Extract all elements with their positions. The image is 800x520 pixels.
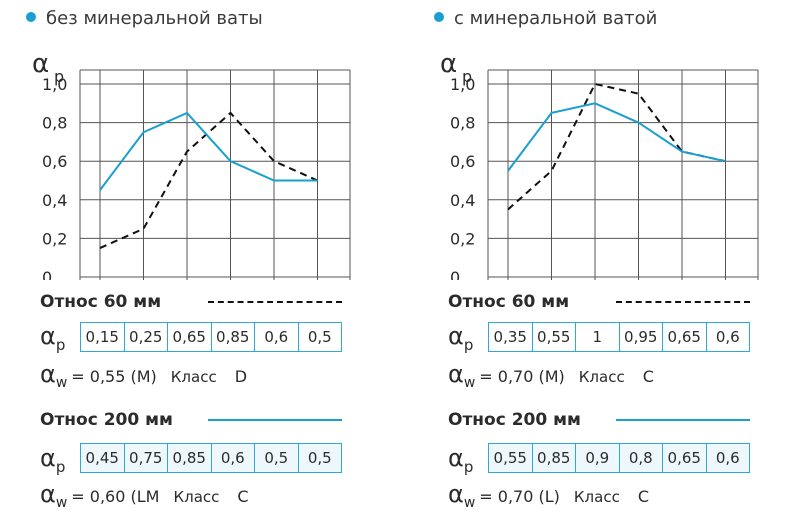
alpha-w-value: = 0,70 (M) (479, 367, 565, 386)
values-table-200: 0,55 0,85 0,9 0,8 0,65 0,6 (488, 443, 750, 473)
alpha-w-line-60: αw = 0,70 (M) Класс C (448, 360, 654, 391)
class-label: Класс (573, 488, 620, 506)
panel-title: без минеральной ваты (46, 8, 263, 29)
value-cell: 0,6 (255, 323, 299, 351)
y-axis-label-sub: p (54, 67, 64, 86)
value-cell: 0,15 (81, 323, 125, 351)
legend-dashed-line (208, 301, 342, 303)
value-cell: 0,35 (489, 323, 533, 351)
panel-without-wool: без минеральной ваты 00,20,40,60,81,0αp1… (26, 8, 351, 511)
alpha-w-line-200: αw = 0,70 (L) Класс C (448, 480, 649, 511)
class-label: Класс (578, 368, 625, 386)
series-line-200mm (507, 102, 726, 172)
alpha-w-value: = 0,55 (M) (71, 367, 157, 386)
y-tick-label: 0,4 (450, 191, 475, 210)
value-cell: 0,9 (576, 444, 620, 472)
value-cell: 0,65 (168, 323, 212, 351)
legend-dashed-line (616, 301, 750, 303)
bullet-icon (434, 12, 444, 22)
y-axis-label: α (32, 49, 49, 79)
alpha-p-label: αp (40, 322, 66, 354)
value-cell: 0,85 (212, 323, 255, 351)
legend-solid-line (616, 419, 750, 421)
grid (79, 69, 351, 280)
row-label-200: Относ 200 мм (448, 410, 581, 430)
y-tick-label: 0,2 (450, 229, 475, 248)
values-table-60: 0,35 0,55 1 0,95 0,65 0,6 (488, 322, 750, 352)
row-label-60: Относ 60 мм (448, 292, 570, 312)
class-value: C (637, 487, 649, 506)
value-cell: 0,85 (168, 444, 212, 472)
row-label-60: Относ 60 мм (40, 292, 162, 312)
values-table-60: 0,15 0,25 0,65 0,85 0,6 0,5 (80, 322, 342, 352)
value-cell: 0,85 (533, 444, 576, 472)
y-tick-label: 0 (42, 268, 52, 280)
alpha-w-line-200: αw = 0,60 (LM Класс C (40, 480, 249, 511)
row-label-200: Относ 200 мм (40, 410, 173, 430)
class-label: Класс (170, 368, 217, 386)
value-cell: 0,5 (307, 449, 332, 467)
value-cell: 0,65 (663, 323, 707, 351)
value-cell: 0,45 (81, 444, 125, 472)
y-tick-label: 0 (450, 268, 460, 280)
series-line-60mm (507, 82, 726, 211)
value-cell: 0,55 (489, 444, 533, 472)
y-tick-label: 0,6 (42, 152, 67, 171)
value-cell: 0,65 (663, 444, 707, 472)
y-tick-label: 0,4 (42, 191, 67, 210)
value-cell: 0,8 (620, 444, 663, 472)
y-tick-label: 0,8 (42, 114, 67, 133)
y-tick-label: 0,2 (42, 229, 67, 248)
panel-title: с минеральной ватой (454, 8, 658, 29)
value-cell: 0,6 (715, 449, 740, 467)
alpha-w-value: = 0,70 (L) (479, 487, 560, 506)
alpha-w-line-60: αw = 0,55 (M) Класс D (40, 360, 248, 391)
value-cell: 0,95 (620, 323, 663, 351)
value-cell: 0,6 (715, 328, 740, 346)
series-line-60mm (99, 111, 318, 249)
chart-without-wool: 00,20,40,60,81,0αp125250500100020004000Г… (32, 49, 351, 280)
alpha-w-value: = 0,60 (LM (71, 487, 160, 506)
panel-with-wool: с минеральной ватой 00,20,40,60,81,0αp12… (408, 0, 800, 520)
bullet-icon (26, 12, 36, 22)
alpha-p-label: αp (40, 444, 66, 476)
y-tick-label: 0,6 (450, 152, 475, 171)
y-tick-label: 1,0 (42, 75, 67, 94)
alpha-p-label: αp (448, 444, 474, 476)
y-axis-label: α (440, 49, 457, 79)
alpha-p-label: αp (448, 322, 474, 354)
legend-solid-line (208, 419, 342, 421)
series-line-200mm (99, 111, 318, 191)
values-table-200: 0,45 0,75 0,85 0,6 0,5 0,5 (80, 443, 342, 473)
value-cell: 0,25 (125, 323, 168, 351)
class-value: C (237, 487, 249, 506)
grid (487, 69, 759, 280)
y-tick-label: 0,8 (450, 114, 475, 133)
value-cell: 0,5 (255, 444, 299, 472)
chart-with-wool: 00,20,40,60,81,0αp125250500100020004000Г… (440, 49, 759, 280)
class-value: C (642, 367, 654, 386)
value-cell: 0,6 (212, 444, 255, 472)
y-tick-label: 1,0 (450, 75, 475, 94)
value-cell: 1 (576, 323, 620, 351)
class-label: Класс (173, 488, 220, 506)
value-cell: 0,5 (307, 328, 332, 346)
value-cell: 0,55 (533, 323, 576, 351)
value-cell: 0,75 (125, 444, 168, 472)
class-value: D (234, 367, 248, 386)
y-axis-label-sub: p (462, 67, 472, 86)
